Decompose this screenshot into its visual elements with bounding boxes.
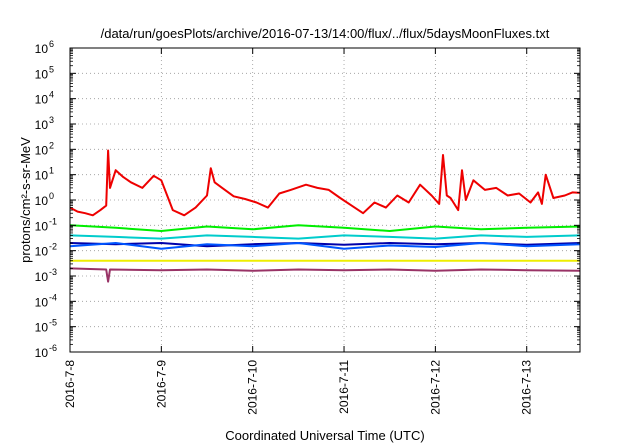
y-tick-label: 10 bbox=[35, 295, 49, 309]
y-tick-exponent: -1 bbox=[49, 216, 57, 226]
y-tick-exponent: -5 bbox=[49, 318, 57, 328]
series-line bbox=[69, 242, 581, 250]
y-tick-label: 10 bbox=[35, 346, 49, 360]
y-tick-label: 10 bbox=[35, 42, 49, 56]
y-tick-exponent: 6 bbox=[49, 39, 54, 49]
series-line bbox=[69, 224, 581, 232]
grid-lines bbox=[70, 48, 580, 352]
series-line bbox=[69, 234, 581, 240]
y-tick-exponent: 1 bbox=[49, 166, 54, 176]
x-tick-label: 2016-7-10 bbox=[246, 360, 260, 415]
y-tick-exponent: 0 bbox=[49, 191, 54, 201]
x-tick-label: 2016-7-12 bbox=[428, 360, 442, 415]
y-tick-label: 10 bbox=[35, 321, 49, 335]
y-tick-label: 10 bbox=[35, 245, 49, 259]
y-tick-exponent: 3 bbox=[49, 115, 54, 125]
x-tick-label: 2016-7-11 bbox=[337, 360, 351, 414]
x-tick-label: 2016-7-13 bbox=[520, 360, 534, 415]
y-tick-label: 10 bbox=[35, 118, 49, 132]
y-tick-exponent: -6 bbox=[49, 343, 57, 353]
x-axis: 2016-7-8 2016-7-9 2016-7-10 2016-7-11 2016-7… bbox=[63, 48, 534, 415]
y-tick-exponent: 4 bbox=[49, 90, 54, 100]
y-tick-exponent: -3 bbox=[49, 267, 57, 277]
y-tick-exponent: 2 bbox=[49, 140, 54, 150]
y-tick-label: 10 bbox=[35, 67, 49, 81]
y-tick-exponent: -2 bbox=[49, 242, 57, 252]
x-tick-label: 2016-7-9 bbox=[154, 360, 168, 408]
y-tick-label: 10 bbox=[35, 270, 49, 284]
y-tick-label: 10 bbox=[35, 219, 49, 233]
series-line bbox=[69, 267, 581, 283]
chart-title: /data/run/goesPlots/archive/2016-07-13/1… bbox=[101, 26, 550, 41]
x-axis-label: Coordinated Universal Time (UTC) bbox=[225, 428, 424, 443]
y-tick-exponent: -4 bbox=[49, 292, 57, 302]
series-line bbox=[69, 149, 581, 217]
y-tick-label: 10 bbox=[35, 93, 49, 107]
y-tick-label: 10 bbox=[35, 169, 49, 183]
y-tick-label: 10 bbox=[35, 194, 49, 208]
series-layer bbox=[69, 149, 581, 283]
y-axis-label: protons/cm²-s-sr-MeV bbox=[18, 137, 33, 263]
y-tick-exponent: 5 bbox=[49, 64, 54, 74]
x-tick-label: 2016-7-8 bbox=[63, 360, 77, 408]
y-tick-label: 10 bbox=[35, 143, 49, 157]
